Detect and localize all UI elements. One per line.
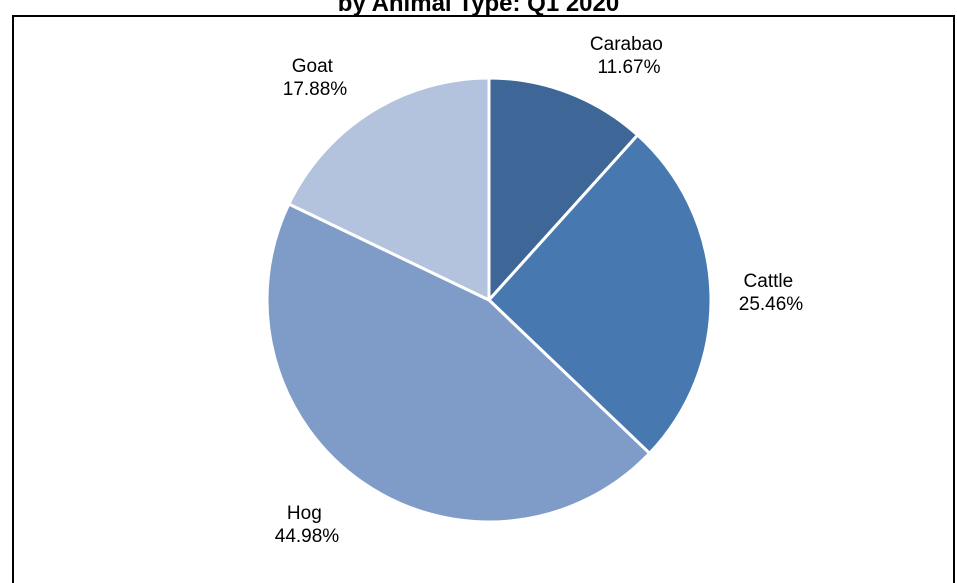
slice-percent: 44.98% bbox=[275, 526, 340, 547]
pie-slice-goat bbox=[287, 76, 491, 302]
slice-category: Cattle bbox=[744, 271, 794, 292]
slice-label-goat: Goat 17.88% bbox=[283, 56, 348, 100]
slice-percent: 17.88% bbox=[283, 79, 348, 100]
pie-slices bbox=[265, 76, 713, 524]
slice-percent: 25.46% bbox=[739, 294, 804, 315]
slice-category: Carabao bbox=[590, 34, 663, 55]
pie-slice-hog bbox=[265, 202, 652, 524]
pie-slice-cattle bbox=[487, 133, 713, 455]
slice-label-cattle: Cattle 25.46% bbox=[739, 271, 804, 315]
pie-slice-carabao bbox=[487, 76, 640, 302]
slice-percent: 11.67% bbox=[597, 57, 660, 78]
slice-label-hog: Hog 44.98% bbox=[275, 503, 340, 547]
chart-frame bbox=[12, 15, 955, 583]
slice-category: Hog bbox=[287, 503, 322, 524]
chart-title: by Animal Type: Q1 2020 bbox=[337, 0, 620, 17]
slice-label-carabao: Carabao 11.67% bbox=[590, 34, 668, 78]
slice-category: Goat bbox=[292, 56, 334, 77]
pie-labels: Carabao 11.67% Cattle 25.46% Hog 44.98% … bbox=[275, 34, 804, 547]
